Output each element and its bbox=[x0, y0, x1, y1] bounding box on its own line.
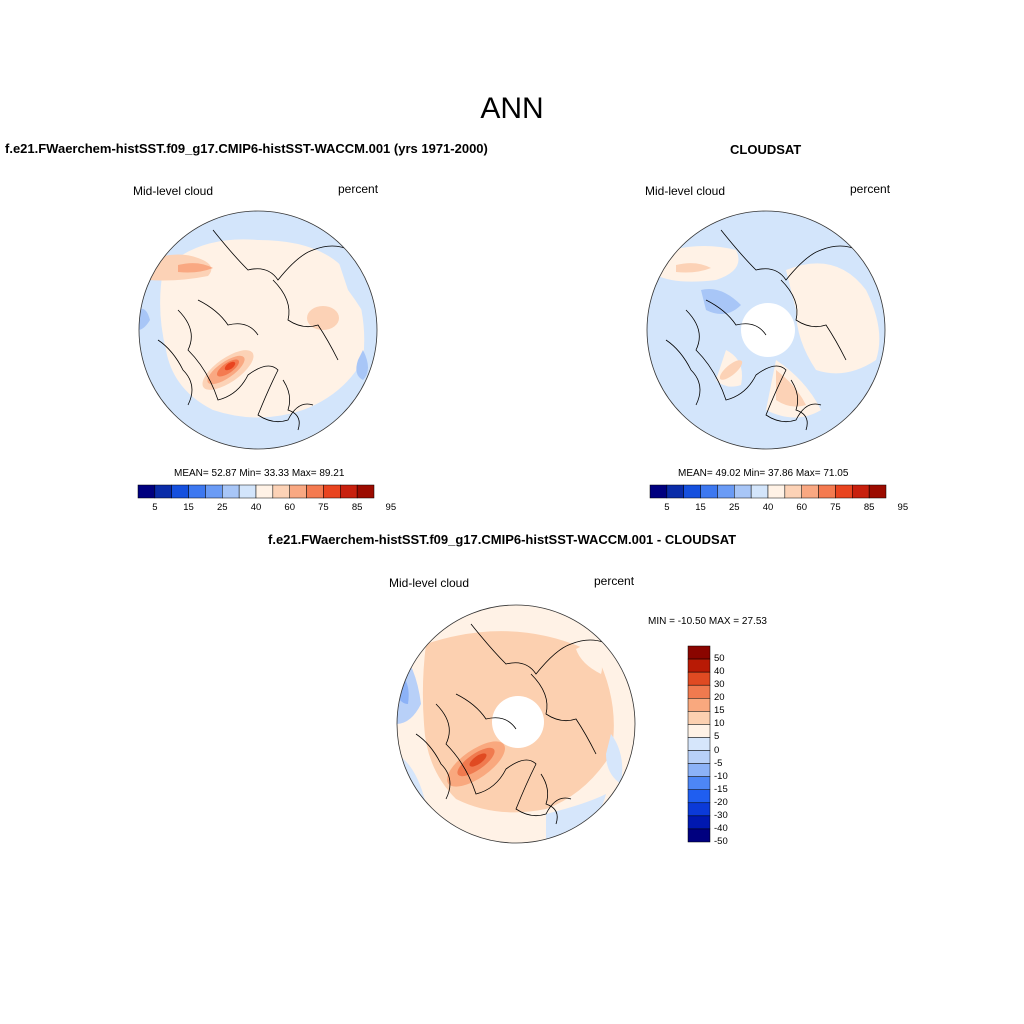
colorbar-swatch bbox=[188, 484, 206, 499]
colorbar-swatch bbox=[868, 484, 887, 499]
colorbar-tick-label: -15 bbox=[714, 783, 728, 795]
obs-units-label: percent bbox=[850, 182, 891, 196]
colorbar-swatch bbox=[340, 484, 358, 499]
colorbar-tick-label: 5 bbox=[714, 731, 720, 743]
colorbar-swatch bbox=[272, 484, 290, 499]
colorbar-swatch bbox=[687, 671, 711, 686]
colorbar-tick-label: -50 bbox=[714, 836, 728, 847]
colorbar-swatch bbox=[289, 484, 307, 499]
obs-variable-label: Mid-level cloud bbox=[645, 184, 726, 198]
colorbar-tick-label: -20 bbox=[714, 796, 728, 808]
colorbar-tick-label: 30 bbox=[714, 679, 725, 691]
obs-stats: MEAN= 49.02 Min= 37.86 Max= 71.05 bbox=[678, 468, 849, 479]
colorbar-swatch bbox=[154, 484, 172, 499]
model-variable-label: Mid-level cloud bbox=[133, 184, 214, 198]
colorbar-tick-label: 5 bbox=[152, 502, 158, 513]
colorbar-swatch bbox=[687, 763, 711, 777]
colorbar-swatch bbox=[649, 484, 668, 499]
colorbar-tick-label: 40 bbox=[250, 502, 262, 513]
diff-panel-title: f.e21.FWaerchem-histSST.f09_g17.CMIP6-hi… bbox=[268, 532, 737, 547]
colorbar-swatch bbox=[222, 484, 240, 499]
colorbar-swatch bbox=[687, 750, 711, 764]
colorbar-swatch bbox=[238, 484, 257, 499]
diff-polar-map bbox=[396, 604, 636, 844]
colorbar-swatch bbox=[687, 737, 711, 751]
colorbar-swatch bbox=[687, 828, 711, 843]
colorbar-swatch bbox=[717, 484, 735, 499]
colorbar-swatch bbox=[700, 484, 718, 499]
colorbar-swatch bbox=[784, 484, 802, 499]
model-stats: MEAN= 52.87 Min= 33.33 Max= 89.21 bbox=[174, 468, 345, 479]
model-colorbar bbox=[137, 484, 375, 499]
colorbar-swatch bbox=[687, 684, 711, 699]
colorbar-tick-label: 15 bbox=[695, 502, 706, 513]
model-polar-map bbox=[138, 210, 378, 450]
colorbar-swatch bbox=[687, 815, 711, 830]
colorbar-tick-label: 5 bbox=[664, 502, 670, 513]
colorbar-tick-label: 60 bbox=[284, 502, 295, 513]
colorbar-tick-label: -30 bbox=[714, 809, 728, 821]
colorbar-swatch bbox=[750, 484, 769, 499]
colorbar-swatch bbox=[255, 484, 274, 499]
colorbar-swatch bbox=[687, 802, 711, 817]
model-units-label: percent bbox=[338, 182, 379, 196]
colorbar-swatch bbox=[734, 484, 752, 499]
colorbar-tick-label: 15 bbox=[183, 502, 194, 513]
colorbar-tick-label: 85 bbox=[351, 502, 363, 513]
colorbar-swatch bbox=[687, 698, 711, 712]
obs-polar-map bbox=[646, 210, 886, 450]
colorbar-tick-label: 25 bbox=[728, 502, 740, 513]
colorbar-tick-label: 15 bbox=[714, 705, 725, 717]
colorbar-tick-label: 0 bbox=[714, 744, 720, 756]
colorbar-swatch bbox=[852, 484, 870, 499]
colorbar-swatch bbox=[687, 658, 711, 673]
colorbar-swatch bbox=[683, 484, 701, 499]
colorbar-swatch bbox=[767, 484, 786, 499]
colorbar-tick-label: 20 bbox=[714, 692, 725, 704]
colorbar-tick-label: 60 bbox=[796, 502, 807, 513]
colorbar-tick-label: 25 bbox=[216, 502, 228, 513]
colorbar-swatch bbox=[687, 645, 711, 660]
colorbar-tick-label: -10 bbox=[714, 770, 728, 782]
colorbar-swatch bbox=[801, 484, 819, 499]
colorbar-swatch bbox=[171, 484, 189, 499]
colorbar-tick-label: -40 bbox=[714, 822, 728, 834]
obs-panel-title: CLOUDSAT bbox=[730, 142, 802, 157]
colorbar-tick-label: 75 bbox=[318, 502, 329, 513]
diff-variable-label: Mid-level cloud bbox=[389, 576, 470, 590]
colorbar-swatch bbox=[205, 484, 223, 499]
diff-colorbar bbox=[687, 645, 711, 843]
colorbar-swatch bbox=[323, 484, 341, 499]
colorbar-swatch bbox=[687, 789, 711, 804]
colorbar-tick-label: 50 bbox=[714, 653, 725, 665]
colorbar-tick-label: -5 bbox=[714, 757, 723, 769]
colorbar-swatch bbox=[356, 484, 375, 499]
colorbar-swatch bbox=[835, 484, 853, 499]
obs-colorbar bbox=[649, 484, 887, 499]
model-panel-title: f.e21.FWaerchem-histSST.f09_g17.CMIP6-hi… bbox=[5, 141, 488, 156]
colorbar-tick-label: 95 bbox=[897, 502, 909, 513]
colorbar-tick-label: 40 bbox=[714, 666, 725, 678]
diff-stats: MIN = -10.50 MAX = 27.53 bbox=[648, 616, 767, 627]
colorbar-tick-label: 40 bbox=[762, 502, 774, 513]
colorbar-swatch bbox=[687, 776, 711, 790]
colorbar-tick-label: 75 bbox=[830, 502, 841, 513]
colorbar-swatch bbox=[687, 711, 711, 725]
colorbar-swatch bbox=[137, 484, 156, 499]
colorbar-swatch bbox=[306, 484, 324, 499]
diff-units-label: percent bbox=[594, 574, 635, 588]
main-title: ANN bbox=[480, 92, 544, 125]
colorbar-tick-label: 10 bbox=[714, 718, 725, 730]
colorbar-swatch bbox=[687, 724, 711, 738]
colorbar-swatch bbox=[666, 484, 684, 499]
colorbar-tick-label: 95 bbox=[385, 502, 397, 513]
colorbar-swatch bbox=[818, 484, 836, 499]
colorbar-tick-label: 85 bbox=[863, 502, 875, 513]
